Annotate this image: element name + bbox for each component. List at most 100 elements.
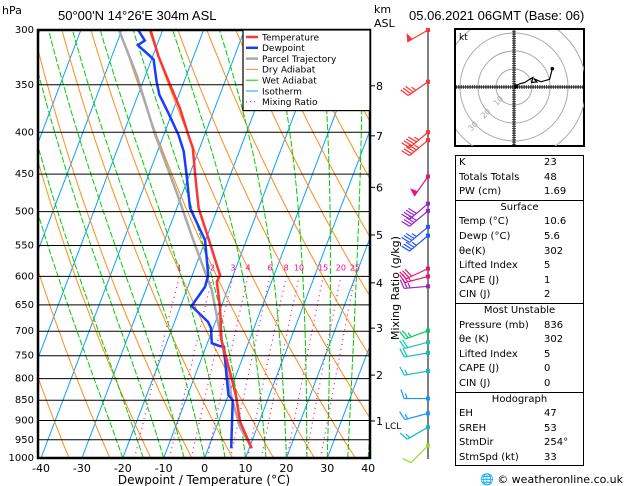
barb-point bbox=[426, 130, 430, 135]
barb-flag bbox=[401, 245, 410, 252]
barb-flag bbox=[402, 457, 412, 464]
index-label: θe(K) bbox=[459, 245, 486, 257]
index-value: 254° bbox=[544, 437, 569, 449]
barb-point bbox=[426, 284, 430, 289]
pressure-tick-label: 650 bbox=[15, 300, 34, 311]
pressure-tick-label: 800 bbox=[15, 374, 34, 385]
legend-label: Isotherm bbox=[262, 87, 302, 97]
isotherm-line bbox=[81, 30, 245, 458]
barb-flag bbox=[403, 148, 413, 155]
indices-panel: K 23 Totals Totals 48 PW (cm) 1.69 Surface Tem… bbox=[455, 155, 584, 467]
barb-flag bbox=[402, 270, 410, 278]
index-label: CAPE (J) bbox=[459, 274, 500, 286]
index-label: SREH bbox=[459, 422, 487, 434]
wind-barb bbox=[399, 279, 430, 290]
index-row: Lifted Index 5 bbox=[459, 259, 580, 274]
barb-half-flag bbox=[411, 241, 417, 246]
dry-adiabat-line bbox=[293, 30, 370, 180]
barb-flag bbox=[402, 347, 408, 357]
index-row: PW (cm) 1.69 bbox=[459, 185, 580, 200]
index-label: CIN (J) bbox=[459, 289, 491, 301]
barb-point bbox=[426, 28, 430, 32]
wind-barb bbox=[401, 130, 430, 149]
barb-pennant bbox=[406, 33, 413, 42]
index-value: 33 bbox=[544, 451, 557, 463]
index-row: CIN (J) 2 bbox=[459, 288, 580, 303]
pressure-tick-label: 750 bbox=[15, 351, 34, 362]
barb-flag bbox=[405, 241, 415, 248]
temperature-tick-label: 0 bbox=[201, 462, 208, 475]
barb-half-flag bbox=[407, 276, 412, 282]
barb-flag bbox=[399, 411, 406, 420]
wind-barb bbox=[409, 174, 430, 197]
barb-shaft bbox=[404, 341, 429, 349]
index-value: 1 bbox=[544, 274, 551, 286]
barb-flag bbox=[404, 268, 413, 277]
index-row: StmDir 254° bbox=[459, 436, 580, 451]
barb-point bbox=[426, 224, 430, 229]
barb-shaft bbox=[409, 235, 429, 252]
wind-barb bbox=[400, 389, 430, 401]
location-title: 50°00'N 14°26'E 304m ASL bbox=[58, 8, 216, 23]
index-value: 5 bbox=[544, 348, 551, 360]
pressure-tick-label: 450 bbox=[15, 169, 34, 180]
barb-shaft bbox=[404, 412, 429, 421]
barb-flag bbox=[405, 209, 415, 216]
wind-barbs bbox=[399, 28, 430, 464]
copyright[interactable]: © weatheronline.co.uk bbox=[497, 473, 623, 486]
index-row: θe (K) 302 bbox=[459, 333, 580, 348]
index-label: Totals Totals bbox=[459, 171, 520, 183]
temperature-tick-label: -20 bbox=[114, 462, 132, 475]
index-label: K bbox=[459, 157, 466, 168]
dry-adiabat-line bbox=[584, 30, 629, 458]
wind-barb bbox=[401, 233, 430, 252]
pressure-tick-label: 900 bbox=[15, 416, 34, 427]
index-value: 5.6 bbox=[544, 230, 560, 242]
wet-adiabat-line bbox=[48, 30, 185, 458]
mixing-ratio-line bbox=[168, 276, 213, 458]
km-label: 1 bbox=[376, 415, 383, 428]
barb-shaft bbox=[409, 210, 429, 227]
barb-shaft bbox=[409, 203, 429, 220]
barb-flag bbox=[401, 339, 409, 348]
barb-point bbox=[426, 369, 430, 374]
barb-point bbox=[426, 340, 430, 345]
index-value: 2 bbox=[544, 289, 551, 301]
legend-label: Parcel Trajectory bbox=[262, 55, 337, 65]
barb-flag bbox=[405, 216, 415, 223]
temperature-tick-label: -30 bbox=[73, 462, 91, 475]
hodograph-section: Hodograph EH 47 SREH 53 StmDir 254° StmSpd (kt)… bbox=[455, 392, 584, 467]
pressure-tick-label: 300 bbox=[15, 25, 34, 36]
index-row: Temp (°C) 10.6 bbox=[459, 215, 580, 230]
wind-barb bbox=[399, 366, 430, 376]
barb-shaft bbox=[409, 226, 429, 243]
wind-barb bbox=[401, 224, 430, 243]
index-row: StmSpd (kt) 33 bbox=[459, 451, 580, 466]
barb-flag bbox=[408, 207, 417, 214]
km-label: 6 bbox=[376, 181, 383, 194]
barb-flag bbox=[408, 144, 417, 151]
barb-flag bbox=[399, 366, 405, 376]
plot-frame bbox=[36, 28, 372, 460]
index-value: 0 bbox=[544, 363, 551, 375]
temperature-tick-label: 30 bbox=[320, 462, 334, 475]
barb-half-flag bbox=[404, 369, 408, 375]
index-row: CIN (J) 0 bbox=[459, 377, 580, 392]
wind-barb bbox=[401, 208, 430, 227]
globe-icon: 🌐 bbox=[479, 473, 494, 486]
barb-shaft bbox=[404, 370, 429, 376]
barb-point bbox=[426, 201, 430, 206]
legend-label: Mixing Ratio bbox=[262, 98, 318, 108]
index-row: SREH 53 bbox=[459, 422, 580, 437]
barb-flag bbox=[399, 348, 405, 358]
pressure-unit: hPa bbox=[2, 4, 22, 17]
lcl-label: LCL bbox=[385, 422, 401, 432]
barb-shaft bbox=[406, 29, 429, 43]
barb-half-flag bbox=[414, 144, 420, 149]
wind-barb bbox=[400, 79, 430, 96]
barb-point bbox=[426, 425, 430, 430]
index-label: PW (cm) bbox=[459, 186, 502, 198]
barb-flag bbox=[405, 138, 415, 145]
mixing-ratio-line bbox=[286, 276, 324, 458]
